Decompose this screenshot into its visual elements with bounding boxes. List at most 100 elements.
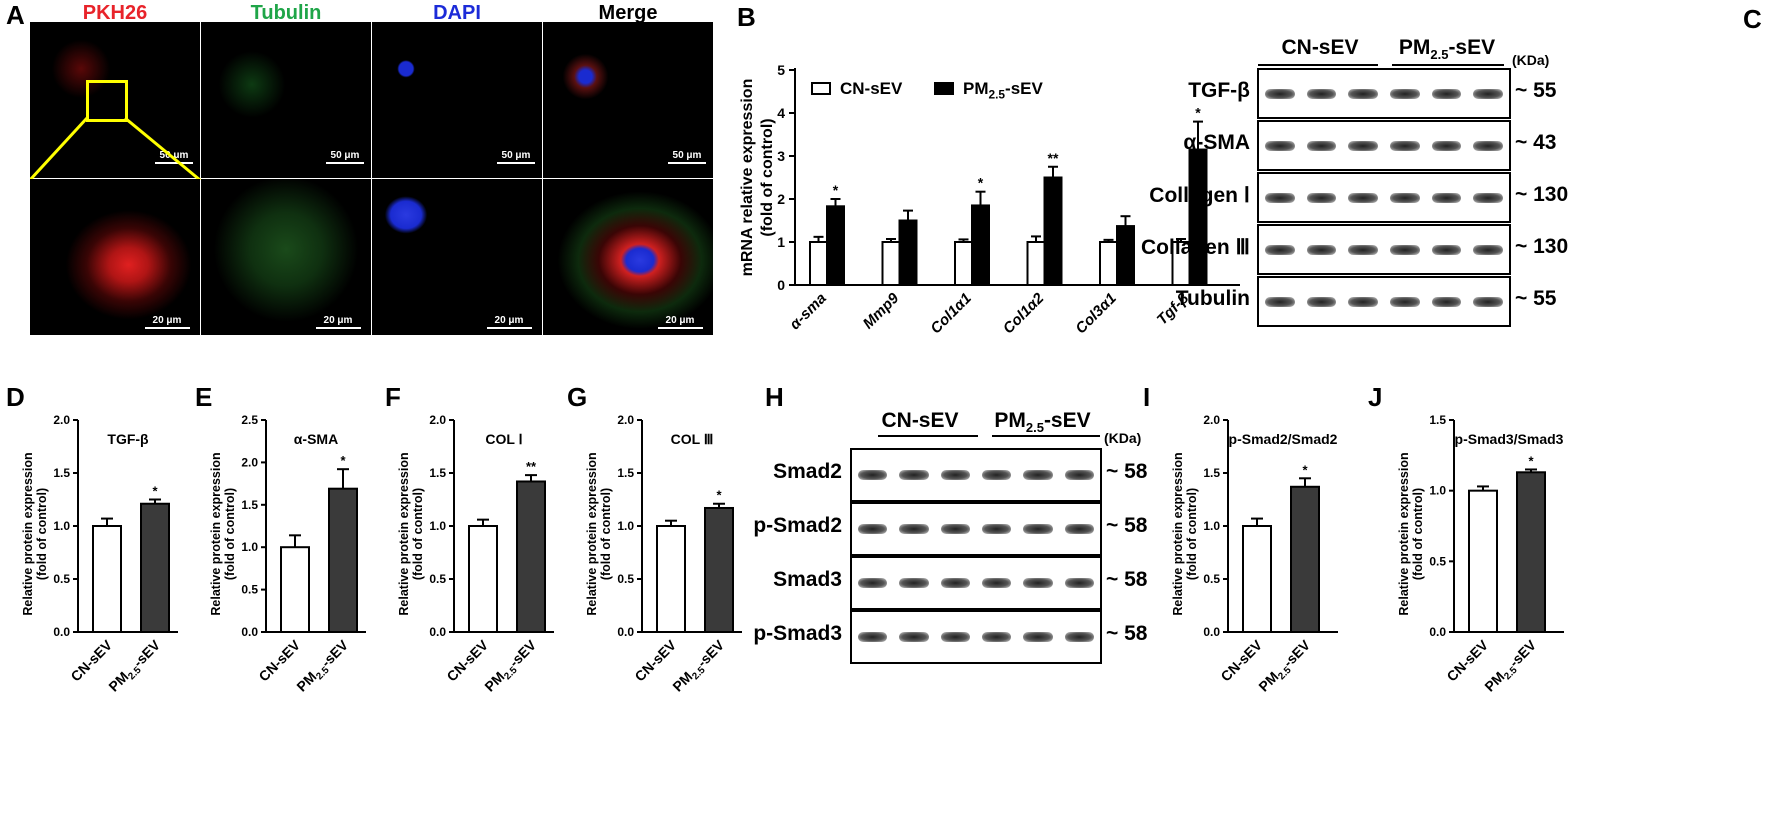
- blot-band: [1431, 244, 1462, 255]
- image-merge-zoom: 20 μm: [543, 179, 713, 335]
- blot-band: [1265, 296, 1295, 307]
- chart-title: COL Ⅰ: [485, 431, 522, 447]
- x-category-label: CN-sEV: [1443, 636, 1491, 684]
- blot-strip: [1257, 68, 1511, 119]
- bar: [280, 546, 310, 633]
- significance-mark: *: [833, 182, 839, 198]
- x-category-label: PM2.5-sEV: [1255, 636, 1316, 697]
- blot-band: [1023, 578, 1053, 588]
- blot-band: [858, 524, 888, 534]
- blot-band: [1064, 524, 1094, 534]
- bar: [1026, 241, 1046, 286]
- significance-mark: *: [1195, 105, 1201, 121]
- chart-title: TGF-β: [107, 431, 149, 447]
- y-tick-label: 2.5: [241, 413, 258, 427]
- x-category-label: Mmp9: [860, 289, 903, 332]
- panel-label-e: E: [195, 382, 213, 412]
- bar: [1043, 176, 1063, 286]
- blot-band: [899, 578, 929, 588]
- y-tick-label: 1.0: [1203, 519, 1220, 533]
- y-tick-label: 5: [777, 62, 785, 78]
- blot-h-group-line-cn: [878, 435, 978, 437]
- y-tick-label: 1.5: [617, 466, 634, 480]
- bar: [898, 219, 918, 286]
- bar: [1516, 471, 1546, 633]
- x-category-label: CN-sEV: [1217, 636, 1265, 684]
- chart-e: 0.0 0.5 1.0 1.5 2.0 2.5 Relative protein expre…: [209, 413, 366, 695]
- significance-mark: *: [978, 175, 984, 191]
- blot-band: [1306, 192, 1337, 203]
- blot-band: [1348, 244, 1378, 255]
- bar: [954, 241, 973, 286]
- y-axis-label-2: (fold of control): [35, 488, 49, 580]
- blot-band: [1431, 192, 1462, 203]
- blot-band: [1348, 296, 1378, 307]
- blot-band: [982, 470, 1012, 480]
- blot-band: [1348, 88, 1378, 99]
- blot-strip: [850, 502, 1102, 556]
- significance-mark: *: [1302, 462, 1308, 477]
- y-tick-label: 2.0: [53, 413, 70, 427]
- blot-band: [858, 632, 888, 642]
- blot-band: [1064, 578, 1094, 588]
- x-category-label: PM2.5-sEV: [1481, 636, 1542, 697]
- y-axis-label-2: (fold of control): [1411, 488, 1425, 580]
- blot-mw-label: ~ 58: [1106, 622, 1148, 645]
- scalebar: [487, 327, 532, 329]
- legend-swatch-pm: [934, 82, 954, 95]
- panel-label-c: C: [1743, 4, 1762, 34]
- x-category-label: Col1α1: [927, 290, 974, 337]
- scalebar-label: 50 μm: [501, 150, 531, 161]
- channel-title-dapi: DAPI: [433, 2, 481, 24]
- panel-label-a: A: [6, 0, 25, 30]
- blot-strip: [1257, 276, 1511, 327]
- blot-c-group-line-pm: [1392, 64, 1504, 66]
- blot-row-label: p-Smad3: [753, 622, 842, 645]
- blot-band: [1265, 88, 1295, 99]
- bar: [516, 480, 546, 634]
- legend-swatch-cn: [811, 82, 831, 95]
- blot-mw-label: ~ 58: [1106, 568, 1148, 591]
- y-tick-label: 2.0: [1203, 413, 1220, 427]
- inset-box: [86, 80, 128, 122]
- panel-label-g: G: [567, 382, 588, 412]
- blot-mw-label: ~ 55: [1515, 286, 1557, 310]
- blot-row-label: Smad2: [773, 460, 842, 483]
- blot-mw-label: ~ 130: [1515, 182, 1569, 206]
- blot-band: [940, 632, 970, 642]
- y-tick-label: 0.5: [617, 572, 634, 586]
- scalebar: [316, 327, 361, 329]
- y-tick-label: 0.0: [1429, 625, 1446, 639]
- y-tick-label: 0.5: [1203, 572, 1220, 586]
- x-category-label: PM2.5-sEV: [481, 636, 542, 697]
- panel-label-h: H: [765, 382, 784, 412]
- blot-band: [940, 578, 970, 588]
- y-tick-label: 1.0: [241, 540, 258, 554]
- y-axis-label-2: (fold of control): [223, 488, 237, 580]
- blot-band: [1265, 192, 1295, 203]
- blot-band: [1265, 244, 1295, 255]
- y-tick-label: 0.5: [429, 572, 446, 586]
- bar: [1290, 485, 1320, 633]
- blot-band: [1265, 140, 1295, 151]
- blot-band: [1390, 140, 1420, 151]
- image-pkh26-zoom: 20 μm: [30, 179, 200, 335]
- y-tick-label: 4: [777, 105, 785, 121]
- y-tick-label: 0.0: [429, 625, 446, 639]
- x-category-label: PM2.5-sEV: [105, 636, 166, 697]
- inset-zoom-lines: [30, 116, 201, 182]
- blot-band: [982, 632, 1012, 642]
- panel-label-j: J: [1368, 382, 1383, 412]
- bar: [704, 506, 734, 633]
- blot-row-label: Tubulin: [1175, 286, 1250, 310]
- chart-b: 0 1 2 3 4 5 mRNA relative expression (fold of c…: [739, 62, 1240, 337]
- significance-mark: *: [152, 484, 158, 499]
- blot-band: [1390, 88, 1420, 99]
- blot-band: [982, 524, 1012, 534]
- bar: [468, 525, 498, 633]
- bar: [140, 502, 170, 633]
- bar: [1242, 525, 1272, 633]
- legend-label-cn: CN-sEV: [840, 79, 903, 98]
- y-tick-label: 0.0: [1203, 625, 1220, 639]
- blot-row-label: Smad3: [773, 568, 842, 591]
